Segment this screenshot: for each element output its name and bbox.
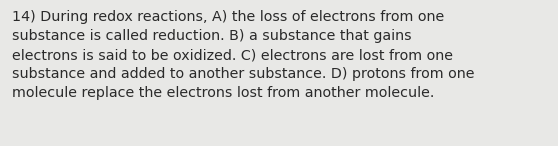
Text: 14) During redox reactions, A) the loss of electrons from one
substance is calle: 14) During redox reactions, A) the loss …	[12, 10, 475, 100]
